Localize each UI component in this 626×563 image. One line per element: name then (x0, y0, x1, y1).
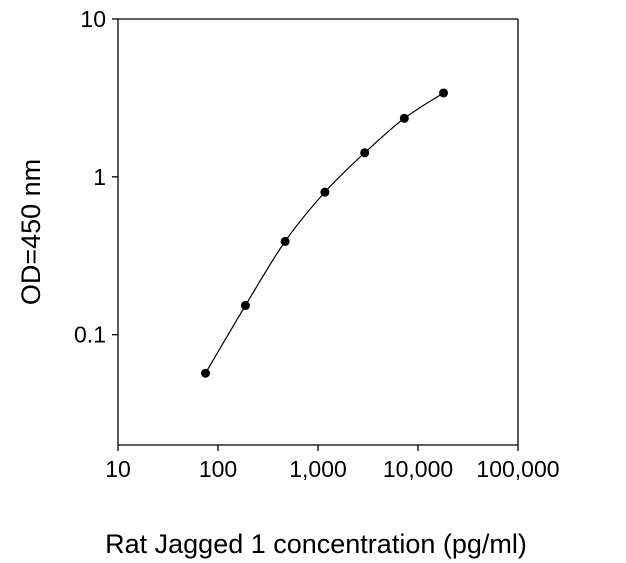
y-tick-label: 1 (93, 164, 106, 190)
plot-frame (117, 18, 519, 446)
series-layer (201, 88, 449, 378)
x-axis-ticks: 10 100 1,000 10,000 100,000 (105, 445, 560, 482)
data-point (360, 148, 370, 158)
x-tick-label: 10,000 (383, 456, 453, 482)
data-point (240, 301, 250, 311)
data-point (320, 187, 330, 197)
series-line (204, 92, 444, 374)
y-tick-label: 0.1 (74, 322, 106, 348)
x-tick-label: 1,000 (289, 456, 347, 482)
data-point (439, 88, 449, 98)
data-point (201, 368, 211, 378)
y-tick-label: 10 (80, 6, 106, 32)
x-tick-label: 100,000 (476, 456, 559, 482)
data-point (399, 113, 409, 123)
x-axis-title: Rat Jagged 1 concentration (pg/ml) (105, 529, 527, 559)
y-axis-ticks: 0.1 1 10 (74, 6, 118, 348)
data-point (280, 236, 290, 246)
x-tick-label: 100 (199, 456, 237, 482)
y-axis-title: OD=450 nm (16, 159, 46, 305)
x-tick-label: 10 (105, 456, 131, 482)
